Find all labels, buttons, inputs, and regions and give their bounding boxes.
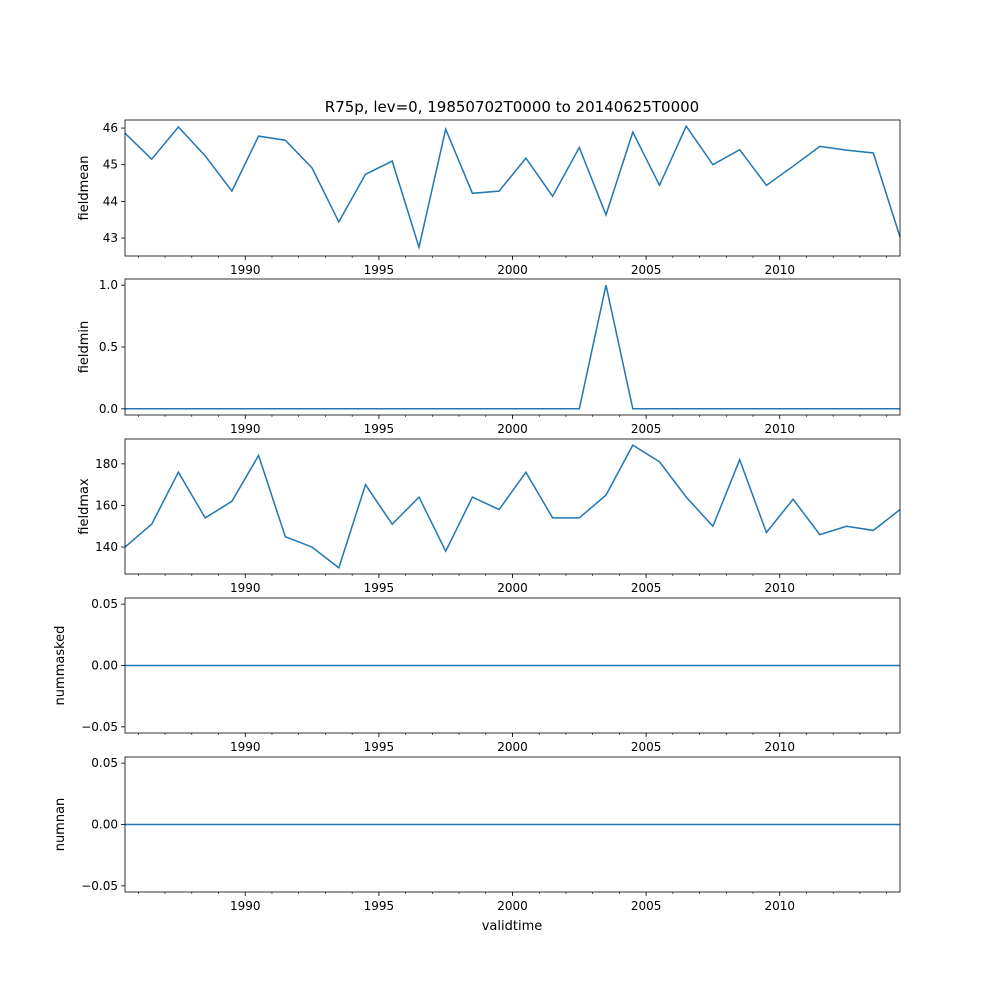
x-tick-label: 2000 [497,899,528,913]
subplot-fieldmean: 43 44 45 46 fieldmean 1990 1995 2000 2005 2010 [77,119,901,277]
x-tick-label: 1995 [364,899,395,913]
x-tick-label: 2010 [764,899,795,913]
x-tick-label: 2005 [631,263,662,277]
x-tick-label: 1990 [230,740,261,754]
x-tick-label: 2010 [764,263,795,277]
y-tick-label: −0.05 [81,720,118,734]
y-axis-label: nummasked [53,626,68,706]
axes-frame [124,278,901,416]
x-tick-label: 2010 [764,581,795,595]
y-tick-label: 0.05 [91,597,118,611]
y-tick-label: 43 [103,231,118,245]
y-tick-label: 0.5 [99,340,118,354]
x-tick-label: 1995 [364,422,395,436]
x-tick-label: 2000 [497,740,528,754]
x-axis-label: validtime [482,919,543,934]
x-tick-label: 2005 [631,740,662,754]
y-tick-label: 180 [95,457,118,471]
x-tick-label: 2000 [497,263,528,277]
x-tick-label: 1990 [230,899,261,913]
x-tick-label: 2000 [497,581,528,595]
chart-title: R75p, lev=0, 19850702T0000 to 20140625T0… [325,98,699,116]
x-tick-label: 2005 [631,581,662,595]
y-tick-label: 45 [103,158,118,172]
y-tick-label: 0.05 [91,756,118,770]
y-tick-label: 0.00 [91,818,118,832]
x-tick-label: 2010 [764,422,795,436]
y-axis-label: fieldmin [77,321,92,374]
y-tick-label: 1.0 [99,278,118,292]
x-tick-label: 1990 [230,581,261,595]
y-axis-label: fieldmax [77,478,92,535]
x-tick-label: 1995 [364,740,395,754]
x-tick-label: 2000 [497,422,528,436]
x-tick-label: 1995 [364,263,395,277]
y-tick-label: 0.0 [99,402,118,416]
y-tick-label: 160 [95,498,118,512]
subplot-fieldmin: 0.0 0.5 1.0 fieldmin 1990 1995 2000 2005 2010 [77,278,901,436]
x-tick-label: 1990 [230,263,261,277]
x-tick-label: 2010 [764,740,795,754]
y-tick-label: 0.00 [91,659,118,673]
y-tick-label: 46 [103,121,118,135]
subplot-numnan: −0.05 0.00 0.05 numnan 1990 1995 2000 2005 2010 [53,756,901,913]
y-tick-label: 44 [103,194,118,208]
y-axis-label: numnan [53,798,68,852]
subplot-nummasked: −0.05 0.00 0.05 nummasked 1990 1995 2000 2005 20… [53,597,901,754]
series-line-fieldmean [124,124,901,251]
series-line-fieldmax [124,444,901,570]
axes-frame [124,438,901,575]
axes-frame [124,119,901,257]
y-axis-label: fieldmean [77,156,92,221]
y-tick-label: 140 [95,540,118,554]
x-tick-label: 2005 [631,422,662,436]
x-tick-label: 1995 [364,581,395,595]
y-tick-label: −0.05 [81,879,118,893]
series-line-fieldmin [125,285,900,410]
x-tick-label: 2005 [631,899,662,913]
x-tick-label: 1990 [230,422,261,436]
